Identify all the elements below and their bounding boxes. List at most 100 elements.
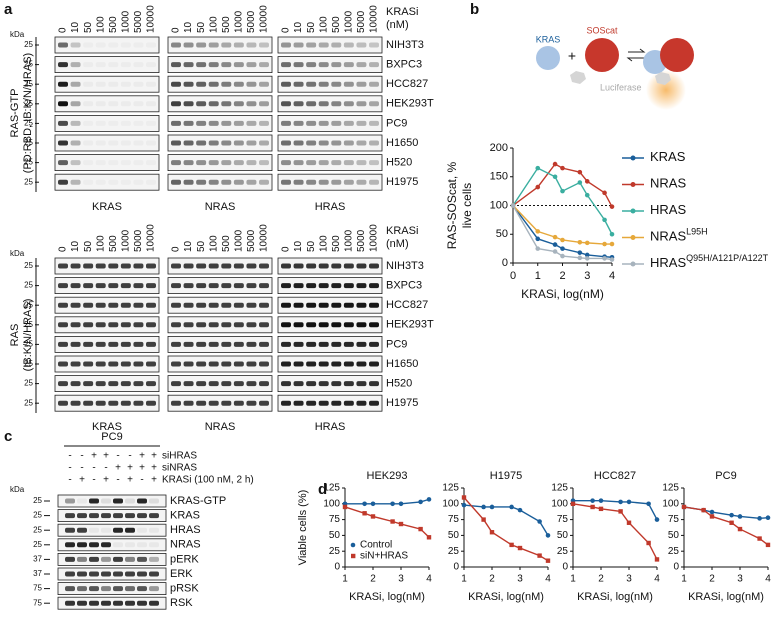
blot-band xyxy=(65,556,75,562)
concentration-label: 50 xyxy=(306,240,317,252)
blot-band xyxy=(356,179,367,185)
y-tick-label: 0 xyxy=(673,562,679,573)
blot-band xyxy=(70,140,81,146)
data-point xyxy=(481,517,486,522)
blot-band xyxy=(233,101,244,107)
blot-band xyxy=(65,527,75,533)
blot-band xyxy=(95,263,106,269)
blot-band xyxy=(221,361,232,367)
blot-band xyxy=(196,62,207,68)
mw-label: 25 xyxy=(24,261,33,270)
data-point xyxy=(560,246,565,251)
blot-band xyxy=(356,140,367,146)
blot-band xyxy=(343,81,354,87)
blot-band xyxy=(183,179,194,185)
concentration-label: 1000 xyxy=(120,10,131,33)
mw-label: 25 xyxy=(24,119,33,128)
blot-band xyxy=(77,556,87,562)
data-point xyxy=(577,240,583,245)
blot-band xyxy=(133,180,143,185)
data-point xyxy=(552,174,558,180)
blot-band xyxy=(183,381,194,387)
blot-band xyxy=(306,81,317,87)
blot-band xyxy=(318,400,329,406)
blot-band xyxy=(58,120,68,126)
blot-strip xyxy=(277,56,383,73)
blot-band xyxy=(196,283,207,289)
blot-band xyxy=(171,160,181,166)
condition-sign: - xyxy=(80,451,83,462)
blot-band xyxy=(125,571,135,577)
blot-band xyxy=(233,263,244,269)
blot-band xyxy=(108,160,118,165)
panel-label: d xyxy=(318,481,327,498)
data-point xyxy=(560,253,565,259)
concentration-label: 50 xyxy=(196,240,207,252)
blot-band xyxy=(281,120,291,126)
blot-band xyxy=(208,322,219,328)
blot-band xyxy=(233,160,244,166)
blot-band xyxy=(171,42,181,48)
blot-band xyxy=(221,62,232,68)
blot-band xyxy=(146,82,156,87)
blot-label: KRAS xyxy=(170,510,200,522)
chart-title: HCC827 xyxy=(594,470,636,482)
y-tick-label: 25 xyxy=(329,546,341,557)
blot-band xyxy=(133,160,143,165)
data-point xyxy=(765,515,771,521)
data-point xyxy=(646,501,651,507)
blot-strip xyxy=(277,355,383,373)
condition-sign: + xyxy=(151,451,157,462)
blot-band xyxy=(221,263,232,269)
blot-band xyxy=(356,160,367,166)
blot-band xyxy=(356,120,367,126)
blot-band xyxy=(70,160,81,166)
mw-label: 25 xyxy=(24,99,33,108)
blot-band xyxy=(65,586,75,592)
condition-sign: - xyxy=(68,463,71,474)
blot-band xyxy=(83,322,94,328)
blot-band xyxy=(343,341,354,347)
legend-label: NRAS xyxy=(650,176,686,191)
blot-band xyxy=(343,400,354,406)
blot-band xyxy=(306,140,317,146)
blot-band xyxy=(83,121,93,126)
blot-band xyxy=(149,586,159,592)
blot-band xyxy=(318,42,329,48)
data-point xyxy=(517,545,523,551)
data-point xyxy=(584,252,590,258)
concentration-label: 1000 xyxy=(233,229,244,252)
legend-name: HRAS xyxy=(650,255,686,270)
blot-band xyxy=(120,302,131,308)
mw-label: 25 xyxy=(24,138,33,147)
kda-label: kDa xyxy=(10,249,25,258)
blot-band xyxy=(171,283,181,289)
blot-band xyxy=(318,283,329,289)
blot-strip xyxy=(167,36,273,54)
data-point xyxy=(461,495,467,500)
blot-band xyxy=(281,283,291,289)
blot-strip xyxy=(167,95,273,113)
data-point xyxy=(609,257,615,262)
blot-band xyxy=(259,381,269,387)
blot-strip xyxy=(277,296,383,314)
panel-label: c xyxy=(4,428,12,445)
blot-band xyxy=(108,82,118,87)
blot-band xyxy=(208,381,219,387)
blot-band xyxy=(306,361,317,367)
x-axis-label: KRASi, log(nM) xyxy=(688,591,764,603)
blot-band xyxy=(137,586,147,592)
blot-band xyxy=(208,81,219,87)
blot-band xyxy=(58,179,68,185)
blot-band xyxy=(95,101,106,107)
blot-strip xyxy=(277,75,383,93)
blot-band xyxy=(196,302,207,308)
blot-band xyxy=(246,381,257,387)
blot-band xyxy=(171,120,181,126)
blot-band xyxy=(125,600,135,606)
mw-label: 25 xyxy=(33,525,42,534)
blot-band xyxy=(233,302,244,308)
blot-band xyxy=(83,62,93,67)
blot-band xyxy=(369,361,379,367)
data-point xyxy=(552,161,558,167)
